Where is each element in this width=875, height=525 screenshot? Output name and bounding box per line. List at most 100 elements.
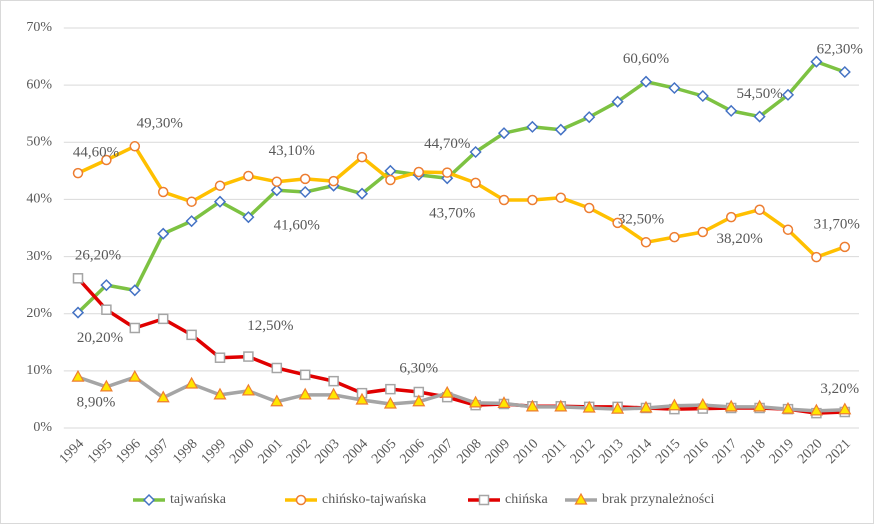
marker [355, 392, 369, 405]
marker [413, 166, 425, 178]
marker [385, 383, 396, 395]
marker [469, 145, 482, 159]
data-label: 54,50% [736, 86, 782, 102]
marker [157, 227, 170, 240]
series-line [77, 375, 845, 413]
marker [640, 237, 652, 248]
data-label: 26,20% [75, 248, 121, 264]
marker [583, 111, 596, 124]
marker [356, 151, 368, 163]
marker [781, 401, 795, 414]
marker [725, 104, 738, 117]
marker [271, 362, 283, 374]
marker [498, 194, 510, 206]
marker [299, 369, 311, 381]
marker [213, 387, 227, 400]
marker [639, 75, 653, 88]
data-label: 60,60% [623, 51, 669, 67]
data-label: 20,20% [77, 330, 123, 346]
marker [724, 399, 738, 412]
legend-marker [295, 494, 307, 506]
y-tick-label: 50% [26, 135, 52, 150]
data-label: 44,70% [424, 136, 470, 152]
legend-marker [142, 493, 156, 507]
marker [156, 390, 170, 403]
marker [555, 192, 567, 203]
marker [328, 375, 339, 387]
data-label: 43,70% [429, 206, 475, 222]
marker [271, 176, 283, 187]
marker [582, 400, 596, 413]
marker [697, 226, 709, 238]
data-label: 12,50% [247, 318, 293, 334]
marker [838, 65, 851, 79]
marker [214, 180, 226, 191]
marker [781, 88, 795, 101]
marker [753, 399, 767, 412]
marker [696, 397, 710, 410]
data-label: 43,10% [269, 143, 315, 159]
marker [668, 81, 681, 95]
legend-label: chińska [505, 492, 549, 507]
marker [611, 95, 624, 108]
data-label: 31,70% [814, 216, 860, 232]
marker [243, 351, 254, 362]
legend-label: chińsko-tajwańska [322, 492, 427, 507]
marker [554, 123, 567, 136]
legend-marker [478, 494, 490, 506]
marker [71, 306, 85, 319]
marker [71, 369, 85, 382]
marker [497, 127, 511, 140]
marker [101, 154, 112, 166]
marker [213, 195, 227, 208]
legend-label: brak przynależności [602, 492, 714, 507]
marker [811, 251, 822, 263]
marker [186, 329, 197, 341]
marker [754, 204, 765, 215]
marker [838, 402, 852, 415]
marker [470, 177, 481, 189]
marker [412, 394, 426, 407]
marker [782, 224, 794, 235]
data-label: 32,50% [618, 212, 664, 228]
y-tick-label: 10% [26, 363, 52, 378]
marker [385, 174, 396, 186]
marker [128, 369, 142, 382]
legend-label: tajwańska [170, 492, 227, 507]
marker [696, 89, 709, 103]
marker [669, 231, 680, 243]
data-label: 8,90% [77, 395, 116, 411]
marker [129, 141, 141, 152]
marker [525, 399, 539, 412]
marker [270, 394, 284, 407]
marker [441, 167, 453, 178]
data-label: 49,30% [137, 116, 183, 132]
marker [242, 211, 255, 224]
data-label: 44,60% [73, 145, 119, 161]
marker [810, 55, 823, 68]
marker [270, 184, 283, 197]
y-tick-label: 0% [33, 420, 52, 435]
marker [214, 352, 226, 363]
y-tick-label: 60% [26, 77, 52, 92]
marker [327, 387, 341, 400]
y-tick-label: 70% [26, 20, 52, 35]
series-line [76, 277, 845, 415]
marker [299, 173, 311, 185]
legend-marker [574, 492, 588, 505]
y-tick-label: 20% [26, 306, 52, 321]
marker [299, 185, 312, 199]
marker [243, 170, 254, 182]
marker [298, 387, 312, 400]
data-label: 41,60% [274, 218, 320, 234]
marker [100, 279, 113, 292]
marker [469, 395, 483, 408]
marker [583, 202, 595, 214]
marker [72, 167, 84, 179]
series-line [76, 59, 846, 314]
series-line [77, 144, 846, 259]
marker [753, 110, 766, 123]
y-tick-label: 40% [26, 192, 52, 207]
